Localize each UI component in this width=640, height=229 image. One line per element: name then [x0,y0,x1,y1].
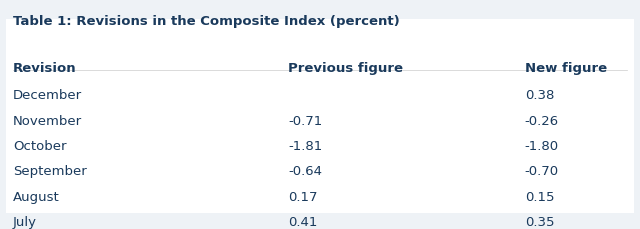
Text: -0.26: -0.26 [525,114,559,127]
Text: 0.17: 0.17 [288,190,317,203]
Text: Revision: Revision [13,61,76,74]
Text: Previous figure: Previous figure [288,61,403,74]
Text: November: November [13,114,82,127]
Text: 0.15: 0.15 [525,190,554,203]
Text: Table 1: Revisions in the Composite Index (percent): Table 1: Revisions in the Composite Inde… [13,15,399,28]
Text: 0.41: 0.41 [288,215,317,228]
Text: July: July [13,215,36,228]
Text: -1.80: -1.80 [525,139,559,152]
Text: September: September [13,165,86,178]
Text: -0.64: -0.64 [288,165,322,178]
Text: -0.71: -0.71 [288,114,323,127]
Text: 0.35: 0.35 [525,215,554,228]
Text: 0.38: 0.38 [525,89,554,102]
Text: December: December [13,89,82,102]
Text: -0.70: -0.70 [525,165,559,178]
Text: -1.81: -1.81 [288,139,323,152]
FancyBboxPatch shape [6,20,634,213]
Text: New figure: New figure [525,61,607,74]
Text: October: October [13,139,67,152]
Text: August: August [13,190,60,203]
